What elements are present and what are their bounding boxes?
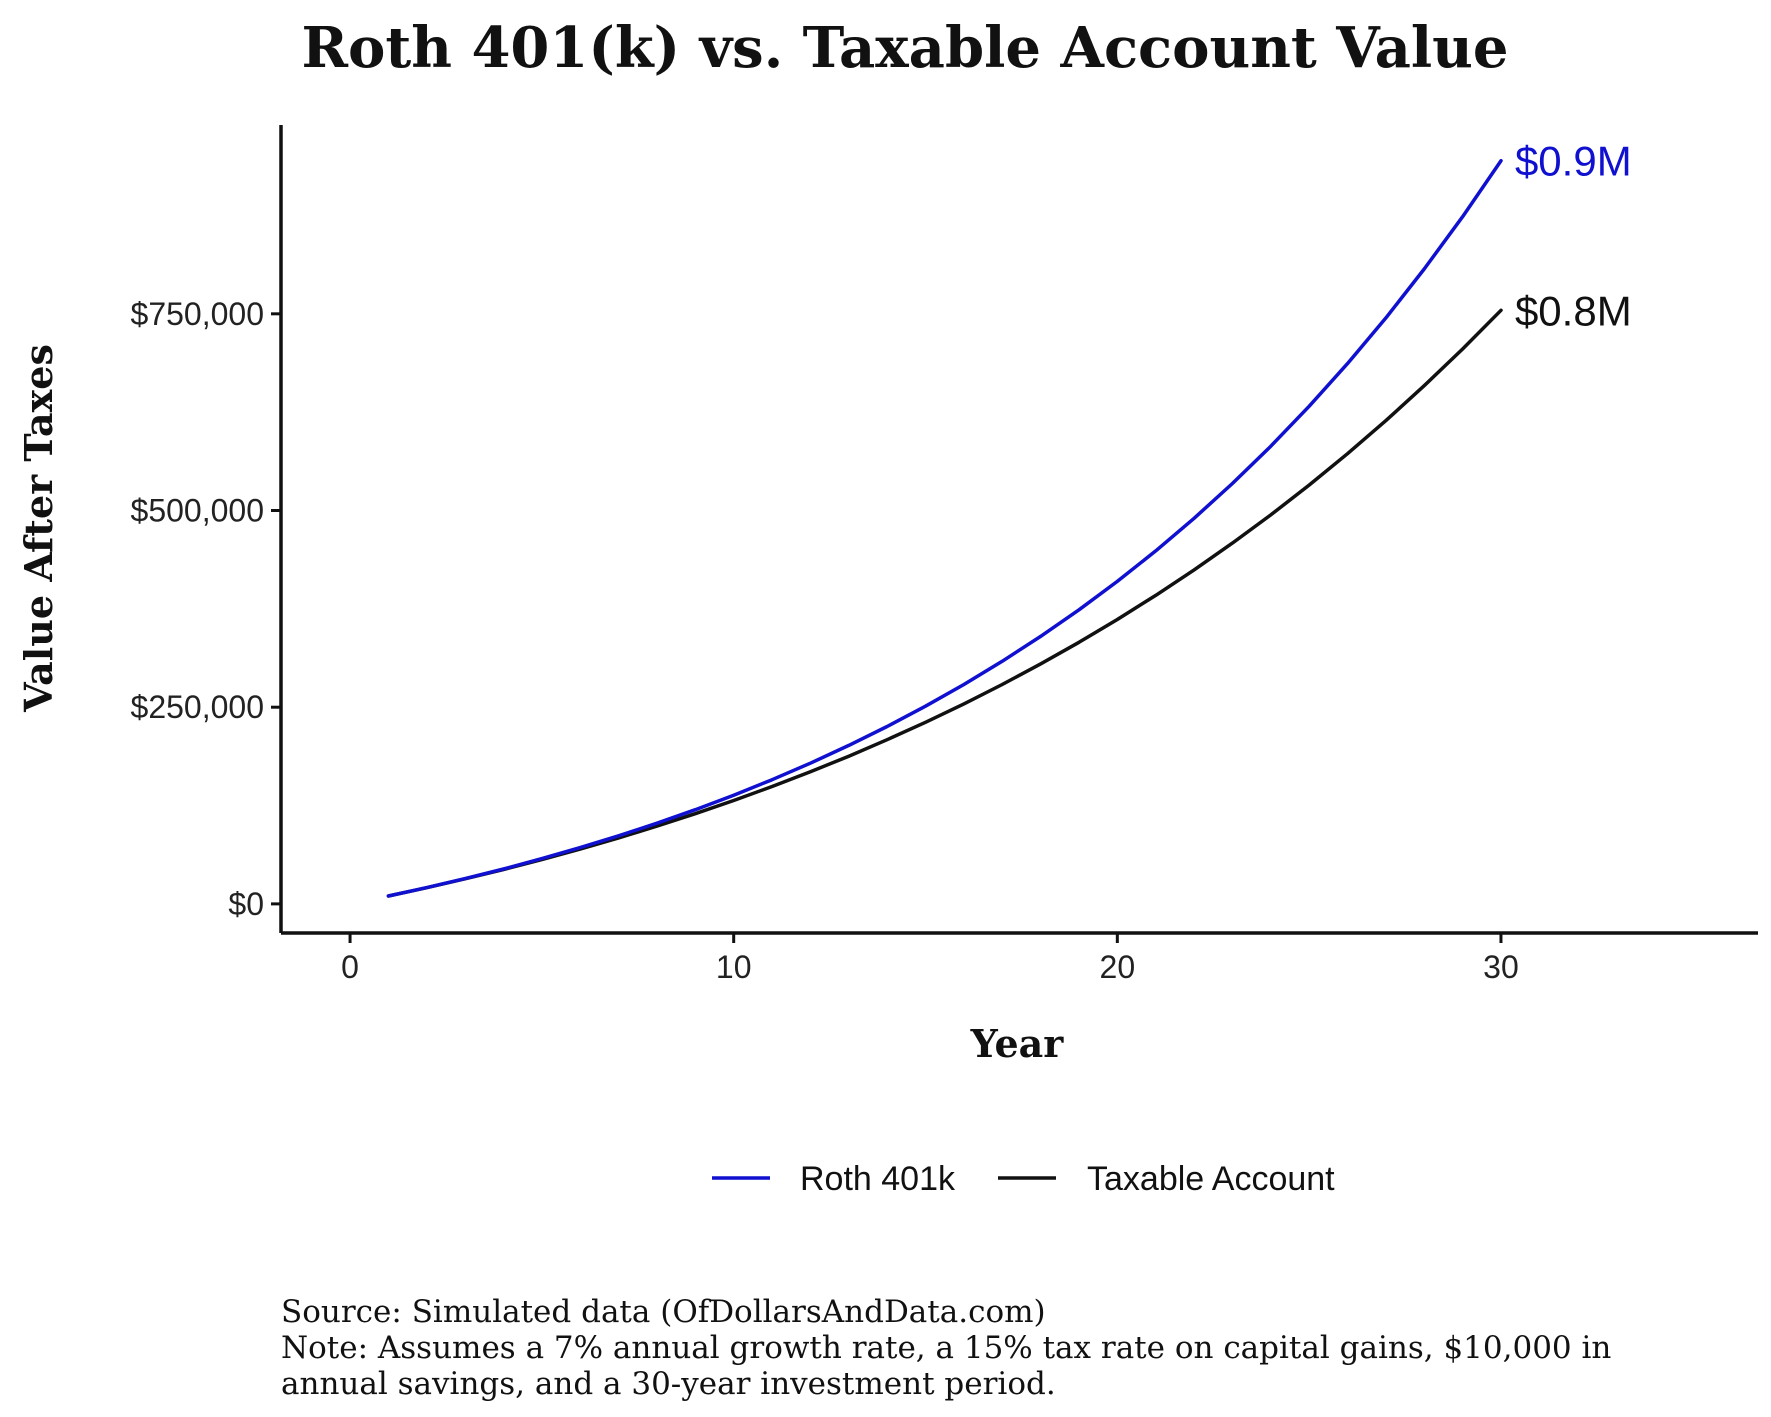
y-tick-label: $250,000 — [131, 689, 264, 725]
y-tick-label: $750,000 — [131, 296, 264, 332]
x-tick-label: 20 — [1100, 949, 1136, 985]
x-ticks: 0 10 20 30 — [341, 933, 1519, 985]
y-tick-label: $500,000 — [131, 493, 264, 529]
assumptions-note-line-2: annual savings, and a 30-year investment… — [281, 1366, 1056, 1402]
x-tick-label: 30 — [1483, 949, 1519, 985]
y-tick-label: $0 — [228, 886, 264, 922]
legend-label-taxable: Taxable Account — [1087, 1160, 1335, 1198]
legend-label-roth: Roth 401k — [800, 1160, 956, 1198]
assumptions-note-line-1: Note: Assumes a 7% annual growth rate, a… — [281, 1330, 1611, 1366]
source-note: Source: Simulated data (OfDollarsAndData… — [281, 1294, 1046, 1330]
y-ticks: $0 $250,000 $500,000 $750,000 — [131, 296, 281, 922]
end-label-roth-401k: $0.9M — [1515, 138, 1632, 185]
x-tick-label: 0 — [341, 949, 359, 985]
end-labels: $0.8M $0.9M — [1515, 138, 1632, 335]
y-axis-title: Value After Taxes — [16, 344, 61, 713]
series-lines — [386, 158, 1503, 898]
chart-title: Roth 401(k) vs. Taxable Account Value — [301, 15, 1508, 81]
x-tick-label: 10 — [716, 949, 752, 985]
end-label-taxable-account: $0.8M — [1515, 287, 1632, 334]
x-axis-title: Year — [970, 1021, 1065, 1066]
legend: Roth 401k Taxable Account — [712, 1160, 1335, 1198]
series-line-taxable-account — [386, 308, 1503, 898]
series-line-roth-401k — [386, 158, 1503, 898]
